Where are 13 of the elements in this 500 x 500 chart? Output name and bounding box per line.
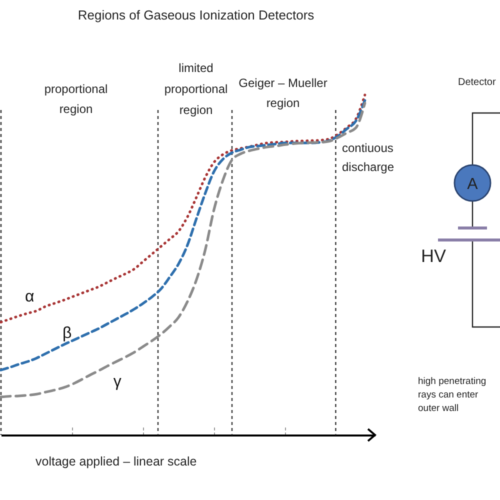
x-axis-title: voltage applied – linear scale bbox=[36, 454, 197, 468]
series-label: γ bbox=[113, 374, 122, 391]
annotation: Geiger – Mueller region bbox=[238, 76, 328, 110]
series-label: α bbox=[25, 288, 34, 306]
annotation: limited proportional region bbox=[164, 61, 228, 117]
annotation: contiuous discharge bbox=[342, 141, 394, 174]
text: HV bbox=[421, 246, 446, 266]
series-label: β bbox=[62, 324, 72, 342]
annotation: proportional region bbox=[44, 82, 108, 116]
text: Detector bbox=[458, 77, 496, 88]
text: A bbox=[467, 176, 478, 193]
text: high penetrating rays can enter outer wall bbox=[418, 376, 486, 414]
chart-title: Regions of Gaseous Ionization Detectors bbox=[78, 8, 315, 23]
